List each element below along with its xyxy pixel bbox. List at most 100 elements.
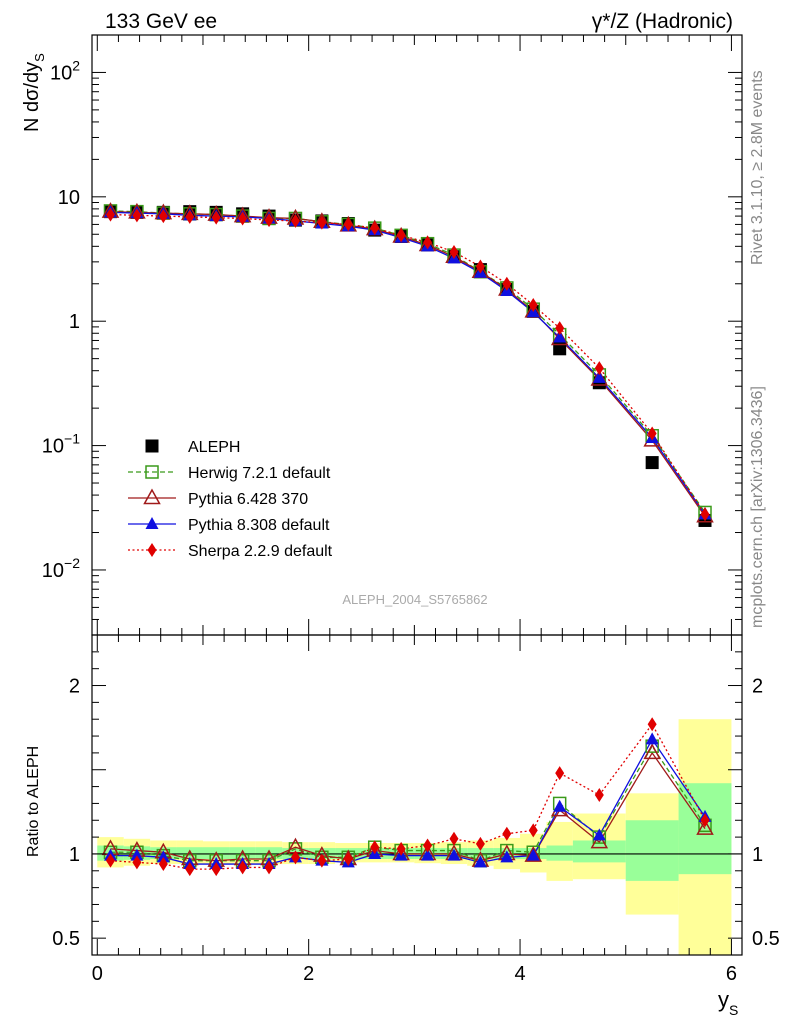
main-point-s0-19	[645, 456, 659, 470]
main-point-s4-17	[555, 321, 565, 336]
main-point-s4-6	[264, 213, 274, 228]
ratio-point-s3-8	[317, 853, 327, 868]
ratio-ytick-label: 0.5	[52, 928, 80, 950]
ratio-point-s3-0	[105, 853, 115, 868]
xtick-label: 6	[726, 963, 737, 985]
main-point-s3-18	[592, 370, 606, 383]
legend-label: Herwig 7.2.1 default	[188, 465, 331, 482]
main-point-s3-17	[553, 330, 567, 343]
legend-label: Sherpa 2.2.9 default	[188, 543, 333, 560]
main-point-s4-3	[185, 209, 195, 224]
main-point-s4-7	[290, 213, 300, 228]
ratio-point-s1-16	[524, 846, 543, 862]
ratio-ytick-label-right: 1	[752, 844, 763, 866]
ratio-point-s3-16	[528, 823, 538, 838]
ratio-point-s2-16	[526, 848, 540, 861]
ratio-point-s2-1	[130, 848, 144, 861]
ratio-ytick-label: 1	[69, 844, 80, 866]
band-stat-5	[229, 847, 256, 859]
ratio-point-s2-13	[447, 848, 461, 861]
main-point-s0-17	[553, 342, 567, 356]
ratio-point-s3-9	[343, 852, 353, 866]
ratio-point-s3-2	[158, 857, 168, 872]
main-ytick-label: 10	[58, 187, 80, 209]
main-point-s4-14	[475, 259, 485, 274]
ratio-point-s3-5	[238, 860, 248, 875]
main-point-s4-20	[700, 507, 710, 522]
legend-marker	[143, 488, 161, 505]
main-point-s4-5	[238, 211, 248, 226]
xtick-label: 2	[303, 963, 314, 985]
legend-marker	[145, 465, 159, 479]
main-point-s4-16	[528, 297, 538, 312]
band-stat-3	[176, 847, 203, 859]
x-axis-label: yS	[718, 987, 738, 1018]
ratio-line-0	[110, 744, 706, 862]
main-point-s4-11	[396, 228, 406, 243]
legend-label: Pythia 6.428 370	[188, 491, 308, 508]
legend-item: Herwig 7.2.1 default	[128, 465, 331, 482]
legend-item: Pythia 8.308 default	[128, 517, 330, 534]
ratio-point-s3-6	[264, 860, 274, 875]
ratio-point-s3-20	[700, 813, 710, 828]
band-stat-19	[625, 820, 679, 881]
ratio-point-s1-18	[590, 832, 609, 849]
ratio-line-3	[110, 723, 706, 870]
main-point-s4-9	[343, 217, 353, 232]
main-point-s4-19	[647, 426, 657, 441]
ratio-point-s3-19	[647, 717, 657, 732]
main-ytick-label: 10−1	[42, 431, 80, 458]
xtick-label: 4	[514, 963, 525, 985]
ratio-point-s2-2	[156, 850, 170, 863]
ratio-point-s2-14	[473, 855, 487, 868]
legend-item: ALEPH	[145, 439, 240, 456]
ratio-point-s3-17	[555, 766, 565, 781]
ratio-y-axis-label: Ratio to ALEPH	[25, 746, 42, 857]
main-point-s4-0	[105, 207, 115, 222]
header-right: γ*/Z (Hadronic)	[592, 10, 733, 33]
main-point-s4-15	[502, 276, 512, 291]
ratio-ytick-label: 2	[69, 676, 80, 698]
main-ytick-label: 102	[50, 57, 80, 84]
ratio-point-s2-12	[421, 848, 435, 861]
ratio-point-s3-11	[396, 841, 406, 856]
ratio-ytick-label-right: 2	[752, 676, 763, 698]
main-y-axis-label: N dσ/dyS	[21, 53, 47, 132]
legend-marker	[145, 439, 159, 453]
ratio-point-s2-15	[500, 850, 514, 863]
ratio-point-s3-4	[211, 862, 221, 877]
ratio-point-s3-7	[290, 850, 300, 865]
ratio-point-s3-15	[502, 826, 512, 841]
legend-item: Sherpa 2.2.9 default	[128, 543, 333, 560]
band-stat-18	[572, 840, 626, 863]
ratio-point-s3-14	[475, 836, 485, 851]
main-point-s4-12	[423, 235, 433, 250]
main-point-s4-1	[132, 208, 142, 223]
ratio-point-s2-17	[553, 799, 567, 812]
ratio-point-s2-18	[592, 828, 606, 841]
main-point-s4-10	[370, 221, 380, 236]
main-point-s4-2	[158, 209, 168, 224]
ratio-point-s1-19	[643, 743, 661, 760]
main-point-s4-8	[317, 215, 327, 230]
main-ytick-label: 1	[69, 311, 80, 333]
ratio-point-s3-12	[423, 838, 433, 853]
ratio-point-s3-10	[370, 840, 380, 855]
legend-label: Pythia 8.308 default	[188, 517, 330, 534]
band-stat-6	[255, 847, 283, 859]
mcplots-label: mcplots.cern.ch [arXiv:1306.3436]	[749, 386, 766, 628]
ratio-point-s3-3	[185, 862, 195, 877]
legend-item: Pythia 6.428 370	[128, 488, 308, 508]
main-point-s4-13	[449, 245, 459, 260]
xtick-label: 0	[92, 963, 103, 985]
ratio-point-s3-18	[594, 788, 604, 802]
main-ytick-label: 10−2	[42, 555, 80, 582]
legend-marker	[145, 517, 159, 529]
ratio-point-s2-19	[645, 732, 659, 745]
main-point-s4-18	[594, 361, 604, 376]
legend: ALEPH Herwig 7.2.1 default Pythia 6.428 37…	[128, 439, 333, 560]
legend-label: ALEPH	[188, 439, 240, 456]
ratio-point-s3-13	[449, 831, 459, 846]
band-stat-17	[546, 845, 573, 861]
